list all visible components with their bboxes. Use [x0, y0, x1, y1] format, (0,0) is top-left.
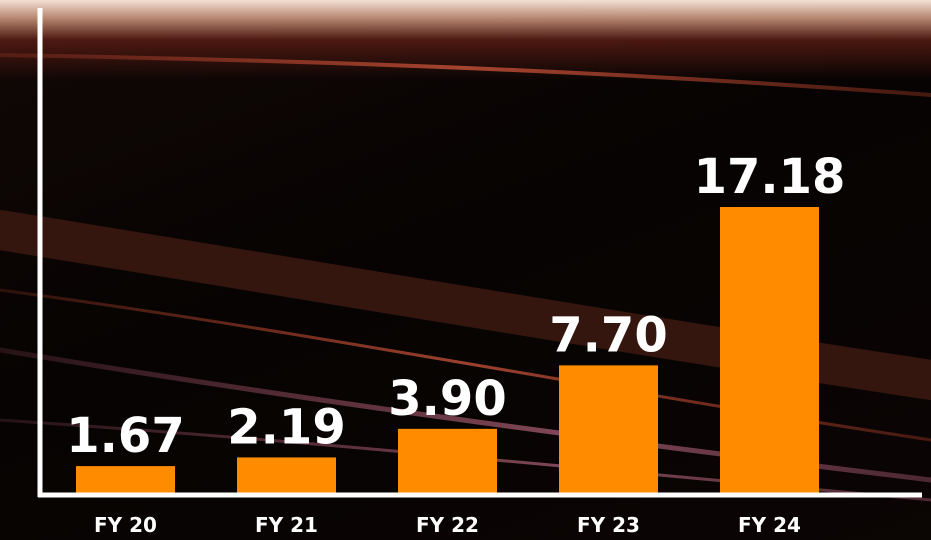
data-label: 3.90 [388, 371, 506, 427]
axes-group [37, 8, 922, 498]
x-tick-label: FY 23 [577, 513, 640, 537]
labels-group: 1.67 FY 20 2.19 FY 21 3.90 FY 22 7.70 FY 23 17.1… [66, 149, 845, 537]
data-label: 7.70 [549, 307, 667, 363]
data-label: 2.19 [227, 399, 345, 455]
bars-group [76, 207, 819, 494]
x-tick-label: FY 22 [416, 513, 479, 537]
data-label: 17.18 [694, 149, 846, 205]
bar-fy-22 [398, 428, 497, 494]
x-tick-label: FY 24 [738, 513, 801, 537]
x-tick-label: FY 20 [94, 513, 157, 537]
bar-fy-20 [76, 466, 175, 494]
bar-fy-23 [559, 365, 658, 494]
bar-fy-21 [237, 457, 336, 494]
bar-fy-24 [720, 207, 819, 494]
light-streak [0, 53, 931, 97]
x-tick-label: FY 21 [255, 513, 318, 537]
data-label: 1.67 [66, 408, 184, 464]
